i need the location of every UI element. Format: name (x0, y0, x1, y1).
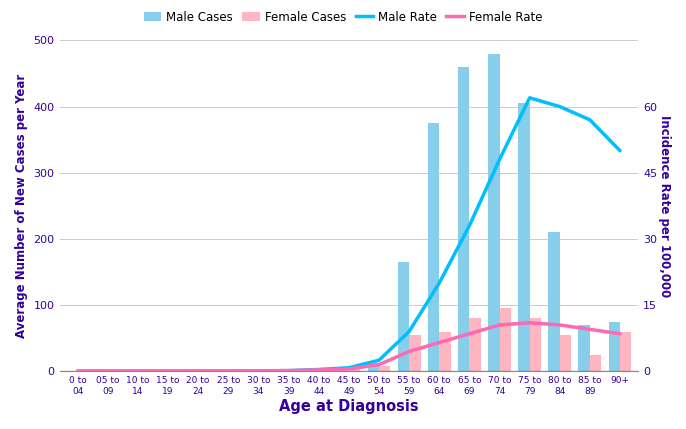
Bar (499, 308, 511, 371)
Bar (409, 335, 421, 371)
Bar (398, 262, 409, 371)
Bar (590, 355, 602, 371)
Bar (530, 318, 541, 371)
Bar (608, 322, 620, 371)
Bar (548, 233, 560, 371)
Y-axis label: Incidence Rate per 100,000: Incidence Rate per 100,000 (658, 115, 671, 297)
Bar (488, 54, 499, 371)
Bar (578, 325, 590, 371)
Bar (428, 123, 439, 371)
Bar (338, 368, 349, 371)
Bar (458, 67, 469, 371)
Bar (620, 332, 632, 371)
Bar (368, 363, 379, 371)
Legend: Male Cases, Female Cases, Male Rate, Female Rate: Male Cases, Female Cases, Male Rate, Fem… (139, 6, 547, 28)
X-axis label: Age at Diagnosis: Age at Diagnosis (279, 399, 418, 414)
Bar (379, 366, 390, 371)
Bar (349, 369, 360, 371)
Bar (469, 318, 481, 371)
Y-axis label: Average Number of New Cases per Year: Average Number of New Cases per Year (15, 74, 28, 338)
Bar (560, 335, 571, 371)
Bar (439, 332, 451, 371)
Bar (518, 103, 530, 371)
